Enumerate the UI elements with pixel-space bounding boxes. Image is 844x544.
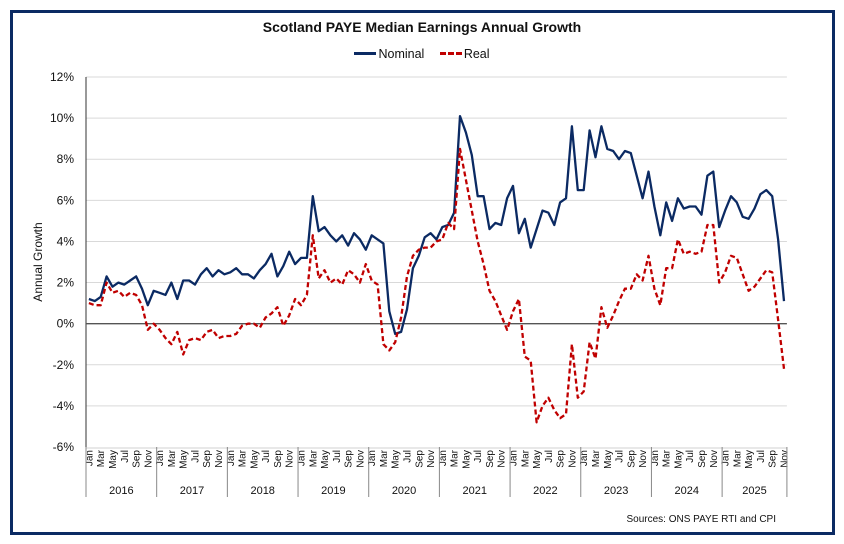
x-tick-label: May bbox=[461, 450, 472, 469]
x-tick-label: Sep bbox=[273, 450, 284, 468]
year-label: 2020 bbox=[392, 485, 416, 497]
x-tick-label: Jan bbox=[509, 450, 520, 466]
x-tick-label: Jul bbox=[473, 450, 484, 463]
x-tick-label: Jan bbox=[438, 450, 449, 466]
x-tick-label: Jul bbox=[190, 450, 201, 463]
x-tick-label: Nov bbox=[779, 450, 790, 468]
x-tick-label: Jul bbox=[120, 450, 131, 463]
year-label: 2021 bbox=[462, 485, 486, 497]
x-tick-label: Jul bbox=[615, 450, 626, 463]
x-tick-label: May bbox=[603, 450, 614, 469]
x-tick-label: May bbox=[320, 450, 331, 469]
year-label: 2018 bbox=[250, 485, 274, 497]
x-tick-label: Jul bbox=[756, 450, 767, 463]
x-tick-label: Mar bbox=[96, 449, 107, 467]
y-tick-label: 6% bbox=[57, 193, 75, 207]
x-tick-label: May bbox=[744, 450, 755, 469]
y-tick-label: 8% bbox=[57, 152, 75, 166]
x-tick-label: Sep bbox=[556, 450, 567, 468]
y-tick-label: -4% bbox=[53, 399, 75, 413]
legend: Nominal Real bbox=[0, 44, 844, 61]
x-tick-label: Jul bbox=[544, 450, 555, 463]
x-tick-label: Nov bbox=[143, 450, 154, 468]
x-tick-label: Jan bbox=[650, 450, 661, 466]
x-tick-label: Nov bbox=[497, 450, 508, 468]
source-note: Sources: ONS PAYE RTI and CPI bbox=[626, 514, 776, 525]
legend-label-nominal: Nominal bbox=[378, 46, 425, 61]
x-tick-label: Jan bbox=[367, 450, 378, 466]
x-tick-label: Jul bbox=[403, 450, 414, 463]
x-tick-label: May bbox=[108, 450, 119, 469]
x-tick-label: May bbox=[532, 450, 543, 469]
x-tick-label: Mar bbox=[591, 449, 602, 467]
year-label: 2019 bbox=[321, 485, 345, 497]
y-tick-label: 10% bbox=[50, 111, 74, 125]
x-tick-label: Mar bbox=[520, 449, 531, 467]
x-tick-label: Mar bbox=[379, 449, 390, 467]
x-tick-label: Jan bbox=[84, 450, 95, 466]
legend-item-real: Real bbox=[439, 46, 490, 61]
x-tick-label: May bbox=[673, 450, 684, 469]
year-label: 2023 bbox=[604, 485, 628, 497]
year-label: 2017 bbox=[180, 485, 204, 497]
x-tick-label: Jan bbox=[155, 450, 166, 466]
series-line-nominal bbox=[88, 114, 786, 336]
x-tick-label: Jan bbox=[226, 450, 237, 466]
x-tick-label: Nov bbox=[214, 450, 225, 468]
y-tick-label: -6% bbox=[53, 440, 75, 454]
x-tick-label: Sep bbox=[414, 450, 425, 468]
x-tick-label: Sep bbox=[485, 450, 496, 468]
legend-swatch-real bbox=[439, 52, 462, 55]
x-tick-label: Nov bbox=[638, 450, 649, 468]
x-tick-label: May bbox=[391, 450, 402, 469]
x-tick-label: Mar bbox=[450, 449, 461, 467]
y-axis-title: Annual Growth bbox=[31, 222, 45, 301]
x-tick-label: Jan bbox=[579, 450, 590, 466]
x-tick-label: Sep bbox=[697, 450, 708, 468]
x-tick-label: May bbox=[179, 450, 190, 469]
legend-item-nominal: Nominal bbox=[354, 47, 424, 61]
legend-label-real: Real bbox=[463, 46, 490, 61]
legend-swatch-nominal bbox=[354, 52, 377, 55]
y-tick-label: -2% bbox=[53, 358, 75, 372]
x-tick-label: Jul bbox=[261, 450, 272, 463]
chart-frame bbox=[10, 10, 835, 535]
y-tick-label: 4% bbox=[57, 234, 75, 248]
x-tick-label: Sep bbox=[768, 450, 779, 468]
y-tick-label: 2% bbox=[57, 276, 75, 290]
x-tick-label: Jan bbox=[721, 450, 732, 466]
x-tick-label: Sep bbox=[344, 450, 355, 468]
x-tick-label: Nov bbox=[709, 450, 720, 468]
x-tick-label: Mar bbox=[308, 449, 319, 467]
x-tick-label: Jul bbox=[332, 450, 343, 463]
year-label: 2022 bbox=[533, 485, 557, 497]
x-tick-label: Nov bbox=[567, 450, 578, 468]
x-tick-label: Mar bbox=[238, 449, 249, 467]
x-tick-label: Mar bbox=[732, 449, 743, 467]
chart-title: Scotland PAYE Median Earnings Annual Gro… bbox=[262, 19, 582, 35]
x-tick-label: Sep bbox=[626, 450, 637, 468]
x-tick-label: Sep bbox=[132, 450, 143, 468]
x-tick-label: Mar bbox=[167, 449, 178, 467]
year-label: 2024 bbox=[675, 485, 699, 497]
x-tick-label: Nov bbox=[426, 450, 437, 468]
y-tick-label: 0% bbox=[57, 317, 75, 331]
year-label: 2016 bbox=[109, 485, 133, 497]
x-tick-label: Sep bbox=[202, 450, 213, 468]
x-tick-label: Jul bbox=[685, 450, 696, 463]
x-tick-label: Nov bbox=[355, 450, 366, 468]
x-tick-label: Jan bbox=[296, 450, 307, 466]
x-tick-label: Mar bbox=[662, 449, 673, 467]
x-tick-label: Nov bbox=[285, 450, 296, 468]
series-line-real bbox=[88, 147, 786, 424]
year-label: 2025 bbox=[742, 485, 766, 497]
x-tick-label: May bbox=[249, 450, 260, 469]
y-tick-label: 12% bbox=[50, 70, 74, 84]
